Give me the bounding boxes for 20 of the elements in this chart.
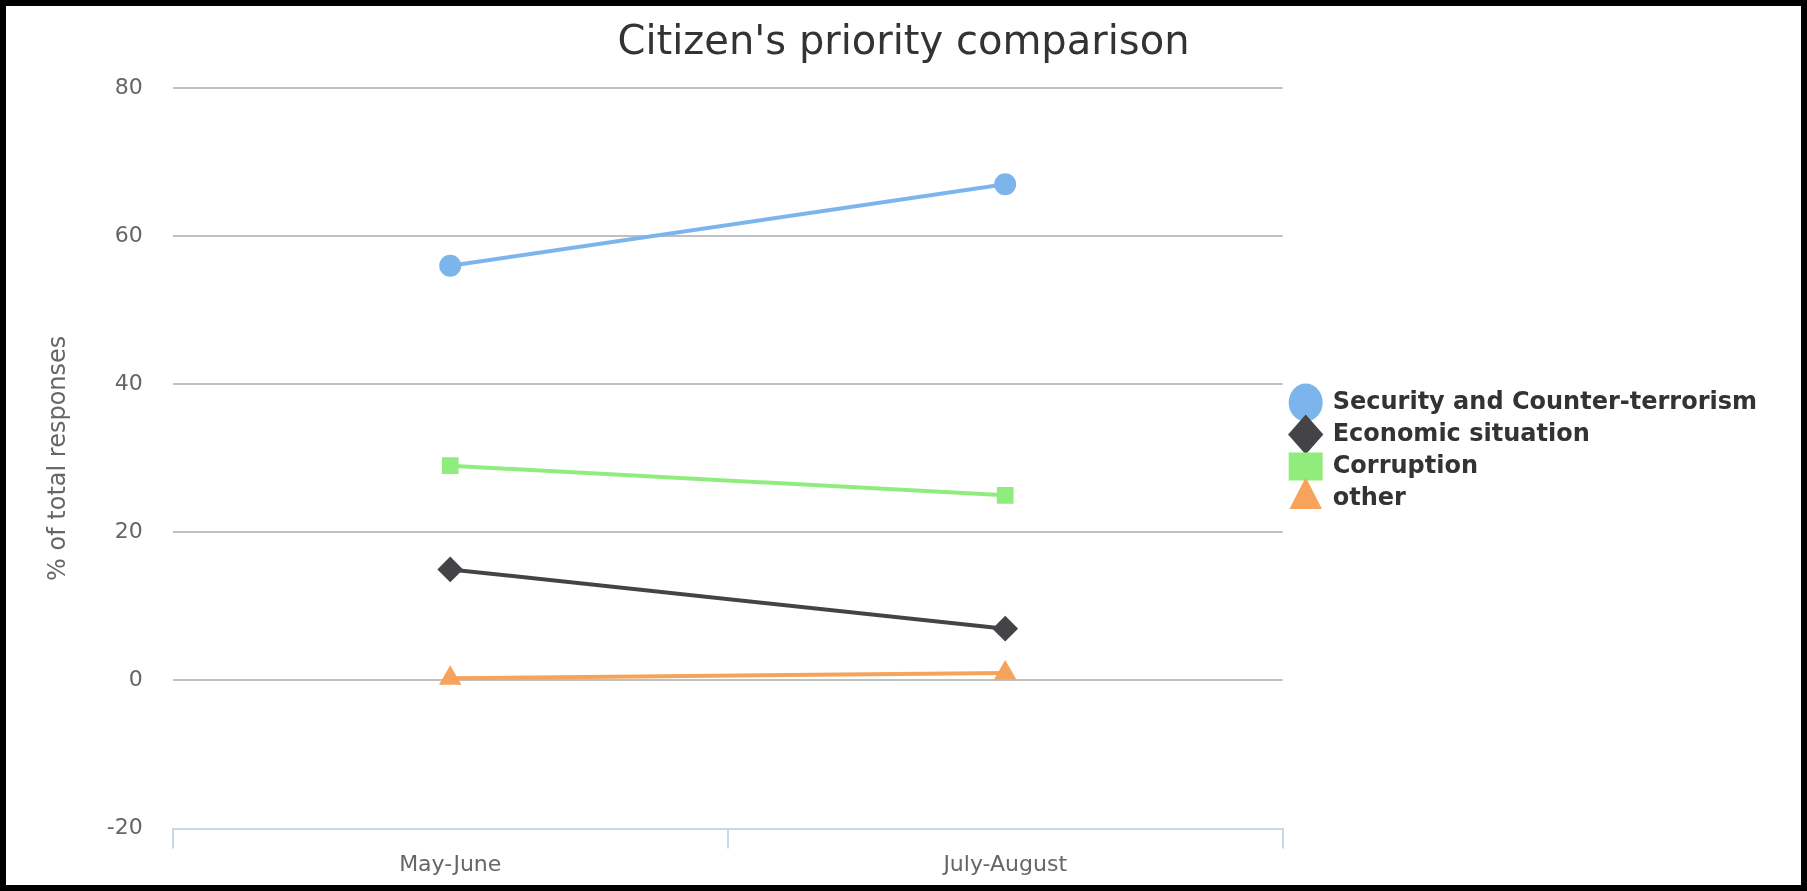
x-tick-label: May-June	[399, 850, 502, 876]
chart-title: Citizen's priority comparison	[617, 17, 1190, 64]
point	[441, 457, 459, 475]
y-tick-label: 60	[114, 221, 143, 247]
point	[439, 254, 462, 277]
point	[993, 616, 1018, 641]
point	[438, 557, 463, 582]
x-tick-label: July-August	[941, 850, 1068, 876]
y-tick-label: 20	[114, 518, 143, 544]
legend-label: Security and Counter-terrorism	[1332, 386, 1757, 415]
legend-label: Corruption	[1332, 450, 1478, 479]
y-tick-label: 0	[128, 666, 143, 692]
legend-label: Economic situation	[1332, 418, 1590, 447]
y-tick-label: -20	[106, 814, 143, 840]
y-tick-label: 40	[114, 369, 143, 395]
point	[996, 486, 1014, 504]
y-tick-label: 80	[114, 73, 143, 99]
y-axis-title: % of total responses	[42, 335, 71, 581]
legend-label: other	[1332, 482, 1407, 511]
point	[994, 173, 1017, 196]
